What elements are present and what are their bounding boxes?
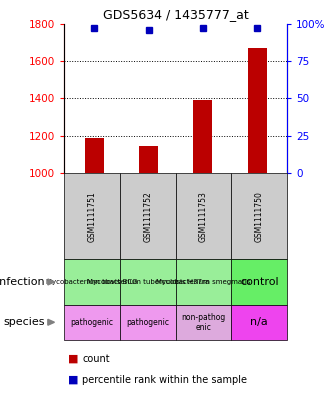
Text: pathogenic: pathogenic bbox=[126, 318, 169, 327]
Text: Mycobacterium tuberculosis H37ra: Mycobacterium tuberculosis H37ra bbox=[87, 279, 209, 285]
Text: species: species bbox=[3, 317, 45, 327]
Bar bbox=[139, 146, 158, 173]
Bar bbox=[85, 138, 104, 173]
Text: Mycobacterium smegmatis: Mycobacterium smegmatis bbox=[156, 279, 251, 285]
Text: GSM1111750: GSM1111750 bbox=[255, 191, 264, 242]
Text: count: count bbox=[82, 354, 110, 364]
Text: GSM1111753: GSM1111753 bbox=[199, 191, 208, 242]
Text: control: control bbox=[240, 277, 279, 287]
Text: percentile rank within the sample: percentile rank within the sample bbox=[82, 375, 248, 385]
Text: ■: ■ bbox=[68, 354, 78, 364]
Text: Mycobacterium bovis BCG: Mycobacterium bovis BCG bbox=[47, 279, 138, 285]
Text: n/a: n/a bbox=[250, 317, 268, 327]
Text: non-pathog
enic: non-pathog enic bbox=[182, 312, 226, 332]
Title: GDS5634 / 1435777_at: GDS5634 / 1435777_at bbox=[103, 8, 248, 21]
Text: pathogenic: pathogenic bbox=[71, 318, 114, 327]
Text: GSM1111751: GSM1111751 bbox=[88, 191, 97, 242]
Bar bbox=[248, 48, 267, 173]
Bar bbox=[193, 100, 213, 173]
Text: infection: infection bbox=[0, 277, 45, 287]
Text: GSM1111752: GSM1111752 bbox=[143, 191, 152, 242]
Text: ■: ■ bbox=[68, 375, 78, 385]
